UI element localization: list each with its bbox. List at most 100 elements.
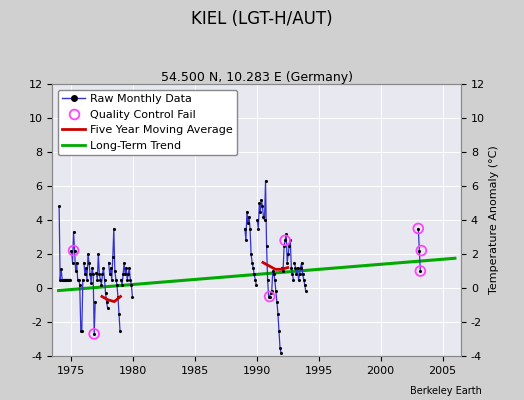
Point — [100, 276, 108, 283]
Point — [114, 293, 122, 300]
Point — [268, 288, 276, 294]
Point — [101, 290, 110, 296]
Point — [263, 242, 271, 249]
Point — [416, 268, 424, 274]
Point — [97, 282, 106, 288]
Point — [94, 251, 103, 257]
Point — [248, 259, 256, 266]
Point — [264, 276, 272, 283]
Point — [107, 276, 116, 283]
Point — [302, 288, 310, 294]
Point — [265, 293, 273, 300]
Point — [292, 271, 301, 278]
Point — [294, 276, 303, 283]
Point — [63, 276, 72, 283]
Point — [271, 288, 280, 294]
Point — [291, 264, 300, 271]
Point — [254, 225, 263, 232]
Point — [87, 280, 95, 286]
Point — [59, 276, 68, 283]
Point — [78, 327, 86, 334]
Point — [72, 259, 81, 266]
Point — [277, 350, 285, 356]
Point — [77, 327, 85, 334]
Point — [91, 298, 100, 305]
Legend: Raw Monthly Data, Quality Control Fail, Five Year Moving Average, Long-Term Tren: Raw Monthly Data, Quality Control Fail, … — [58, 90, 237, 155]
Point — [261, 178, 270, 184]
Point — [66, 276, 74, 283]
Point — [281, 237, 289, 244]
Point — [57, 266, 66, 272]
Point — [269, 268, 277, 274]
Point — [93, 276, 102, 283]
Point — [61, 276, 70, 283]
Point — [105, 271, 114, 278]
Y-axis label: Temperature Anomaly (°C): Temperature Anomaly (°C) — [489, 146, 499, 294]
Point — [126, 276, 135, 283]
Point — [286, 237, 294, 244]
Point — [112, 276, 120, 283]
Point — [281, 237, 289, 244]
Point — [298, 259, 306, 266]
Text: KIEL (LGT-H/AUT): KIEL (LGT-H/AUT) — [191, 10, 333, 28]
Point — [415, 247, 423, 254]
Point — [62, 276, 71, 283]
Point — [253, 217, 261, 223]
Point — [278, 264, 286, 271]
Point — [122, 264, 130, 271]
Point — [68, 259, 77, 266]
Point — [276, 344, 284, 351]
Point — [241, 225, 249, 232]
Point — [266, 293, 274, 300]
Point — [247, 251, 255, 257]
Point — [58, 276, 67, 283]
Point — [64, 276, 73, 283]
Point — [100, 264, 108, 271]
Point — [279, 268, 287, 274]
Point — [290, 259, 299, 266]
Point — [414, 225, 422, 232]
Point — [60, 276, 69, 283]
Point — [69, 247, 78, 254]
Point — [90, 331, 99, 337]
Point — [96, 276, 105, 283]
Point — [288, 271, 297, 278]
Point — [255, 200, 264, 206]
Point — [128, 293, 137, 300]
Point — [103, 305, 112, 312]
Point — [102, 298, 111, 305]
Point — [70, 247, 79, 254]
Point — [104, 259, 113, 266]
Point — [267, 290, 275, 296]
Point — [113, 282, 121, 288]
Point — [266, 293, 274, 300]
Point — [82, 264, 90, 271]
Point — [289, 276, 298, 283]
Point — [119, 271, 127, 278]
Point — [121, 271, 129, 278]
Point — [285, 242, 293, 249]
Point — [283, 259, 291, 266]
Point — [274, 310, 282, 317]
Point — [71, 268, 80, 274]
Point — [414, 225, 422, 232]
Point — [272, 298, 281, 305]
Point — [56, 276, 64, 283]
Point — [270, 271, 278, 278]
Point — [417, 247, 425, 254]
Point — [88, 264, 96, 271]
Point — [297, 264, 305, 271]
Point — [92, 270, 101, 276]
Point — [296, 271, 304, 278]
Point — [118, 282, 126, 288]
Point — [257, 196, 266, 203]
Point — [242, 237, 250, 244]
Point — [293, 264, 302, 271]
Point — [250, 271, 258, 278]
Point — [55, 203, 63, 210]
Point — [99, 271, 107, 278]
Point — [74, 276, 83, 283]
Point — [95, 271, 104, 278]
Point — [123, 276, 132, 283]
Point — [299, 271, 307, 278]
